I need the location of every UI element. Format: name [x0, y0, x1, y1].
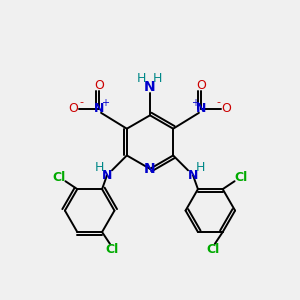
Text: O: O: [94, 79, 104, 92]
Text: H: H: [94, 161, 104, 174]
Text: O: O: [222, 102, 232, 116]
Text: O: O: [196, 79, 206, 92]
Text: H: H: [136, 72, 146, 85]
Text: -: -: [79, 97, 83, 107]
Text: N: N: [144, 80, 156, 94]
Text: +: +: [191, 98, 199, 108]
Text: Cl: Cl: [206, 243, 219, 256]
Text: Cl: Cl: [53, 171, 66, 184]
Text: H: H: [196, 161, 206, 174]
Text: -: -: [217, 97, 221, 107]
Text: N: N: [196, 102, 206, 116]
Text: N: N: [94, 102, 104, 116]
Text: Cl: Cl: [234, 171, 247, 184]
Text: H: H: [153, 72, 163, 85]
Text: N: N: [102, 169, 112, 182]
Text: +: +: [101, 98, 109, 108]
Text: N: N: [144, 162, 156, 176]
Text: O: O: [68, 102, 78, 116]
Text: Cl: Cl: [105, 243, 119, 256]
Text: N: N: [188, 169, 198, 182]
